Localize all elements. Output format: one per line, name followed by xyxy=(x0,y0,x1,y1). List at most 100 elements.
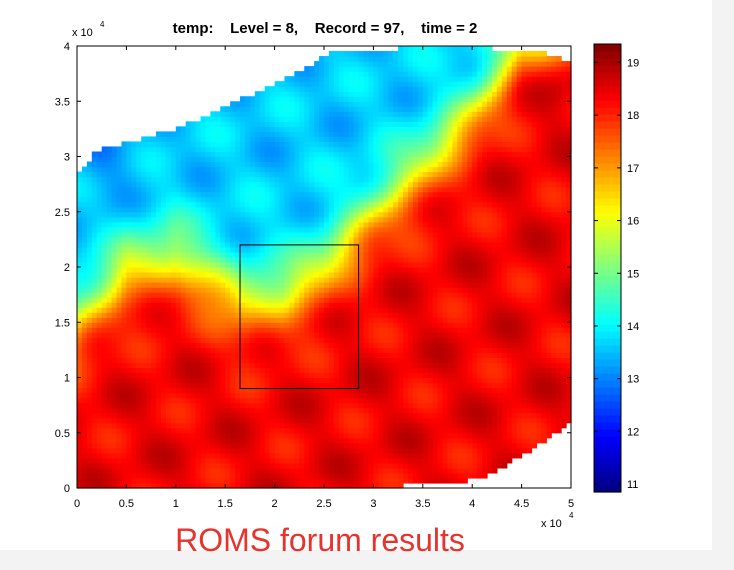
heat-cell xyxy=(165,402,172,409)
heat-cell xyxy=(244,452,251,459)
heat-cell xyxy=(111,287,118,293)
heat-cell xyxy=(373,302,379,308)
heat-cell xyxy=(383,287,389,293)
heat-cell xyxy=(309,437,315,444)
heat-cell xyxy=(338,452,345,459)
heat-cell xyxy=(348,282,355,288)
heat-cell xyxy=(393,231,399,238)
heat-cell xyxy=(200,196,207,203)
heat-cell xyxy=(249,171,256,178)
heat-cell xyxy=(328,171,335,178)
heat-cell xyxy=(106,417,113,424)
heat-cell xyxy=(205,452,211,459)
heat-cell xyxy=(289,141,295,148)
heat-cell xyxy=(368,106,374,112)
heat-cell xyxy=(106,277,113,283)
heat-cell xyxy=(304,472,310,479)
heat-cell xyxy=(274,442,281,449)
heat-cell xyxy=(328,136,335,143)
heat-cell xyxy=(151,367,157,374)
heat-cell xyxy=(249,447,256,454)
heat-cell xyxy=(180,372,187,379)
heat-cell xyxy=(284,141,291,148)
heat-cell xyxy=(170,161,177,168)
heat-cell xyxy=(190,327,197,333)
heat-cell xyxy=(235,267,241,273)
heat-cell xyxy=(319,166,325,173)
heat-cell xyxy=(388,96,394,102)
heat-cell xyxy=(126,467,132,474)
heat-cell xyxy=(388,86,394,92)
heat-cell xyxy=(200,327,207,333)
heat-cell xyxy=(353,342,360,348)
heat-cell xyxy=(170,312,177,318)
heat-cell xyxy=(230,226,236,233)
heat-cell xyxy=(279,472,286,479)
heat-cell xyxy=(358,146,365,153)
heat-cell xyxy=(185,397,192,404)
heat-cell xyxy=(81,462,88,469)
heat-cell xyxy=(121,256,127,263)
heat-cell xyxy=(156,442,162,449)
heat-cell xyxy=(77,201,83,208)
heat-cell xyxy=(96,241,103,248)
heat-cell xyxy=(368,382,374,389)
heat-cell xyxy=(111,292,118,298)
heat-cell xyxy=(175,251,182,258)
heat-cell xyxy=(96,186,103,193)
heat-cell xyxy=(269,211,276,218)
heat-cell xyxy=(314,447,320,454)
heat-cell xyxy=(299,96,305,102)
heat-cell xyxy=(289,121,295,127)
heat-cell xyxy=(180,141,187,148)
heat-cell xyxy=(333,66,340,72)
heat-cell xyxy=(180,337,187,343)
heat-cell xyxy=(215,161,221,168)
heat-cell xyxy=(160,272,167,278)
heat-cell xyxy=(225,477,231,484)
heat-cell xyxy=(165,362,172,369)
heat-cell xyxy=(165,317,172,323)
heatmap-chart: temp: Level = 8, Record = 97, time = 2 0… xyxy=(55,20,640,530)
heat-cell xyxy=(353,402,360,409)
heat-cell xyxy=(338,251,345,258)
heat-cell xyxy=(240,272,246,278)
heat-cell xyxy=(106,482,113,489)
heat-cell xyxy=(195,322,202,328)
heat-cell xyxy=(225,392,231,399)
heat-cell xyxy=(333,56,340,62)
heat-cell xyxy=(314,472,320,479)
heat-cell xyxy=(136,256,142,263)
heat-cell xyxy=(96,382,103,389)
heat-cell xyxy=(338,141,345,148)
heat-cell xyxy=(86,362,93,369)
heat-cell xyxy=(121,206,127,213)
heat-cell xyxy=(338,392,345,399)
heat-cell xyxy=(156,332,162,338)
heat-cell xyxy=(235,161,241,168)
heat-cell xyxy=(240,437,246,444)
heat-cell xyxy=(274,176,281,183)
heat-cell xyxy=(269,482,276,489)
heat-cell xyxy=(388,412,394,419)
heat-cell xyxy=(205,292,211,298)
heat-cell xyxy=(170,241,177,248)
heat-cell xyxy=(363,201,370,208)
heat-cell xyxy=(116,297,123,303)
heat-cell xyxy=(299,287,305,293)
heat-cell xyxy=(200,462,207,469)
heat-cell xyxy=(170,226,177,233)
heat-cell xyxy=(77,332,83,338)
heat-cell xyxy=(259,357,266,364)
heat-cell xyxy=(220,432,226,439)
heat-cell xyxy=(324,131,330,138)
heat-cell xyxy=(343,121,350,127)
heat-cell xyxy=(338,307,345,313)
heat-cell xyxy=(353,126,360,132)
heat-cell xyxy=(383,236,389,243)
heat-cell xyxy=(319,267,325,273)
heat-cell xyxy=(259,206,266,213)
heat-cell xyxy=(309,191,315,198)
heat-cell xyxy=(141,231,147,238)
heat-cell xyxy=(180,136,187,143)
